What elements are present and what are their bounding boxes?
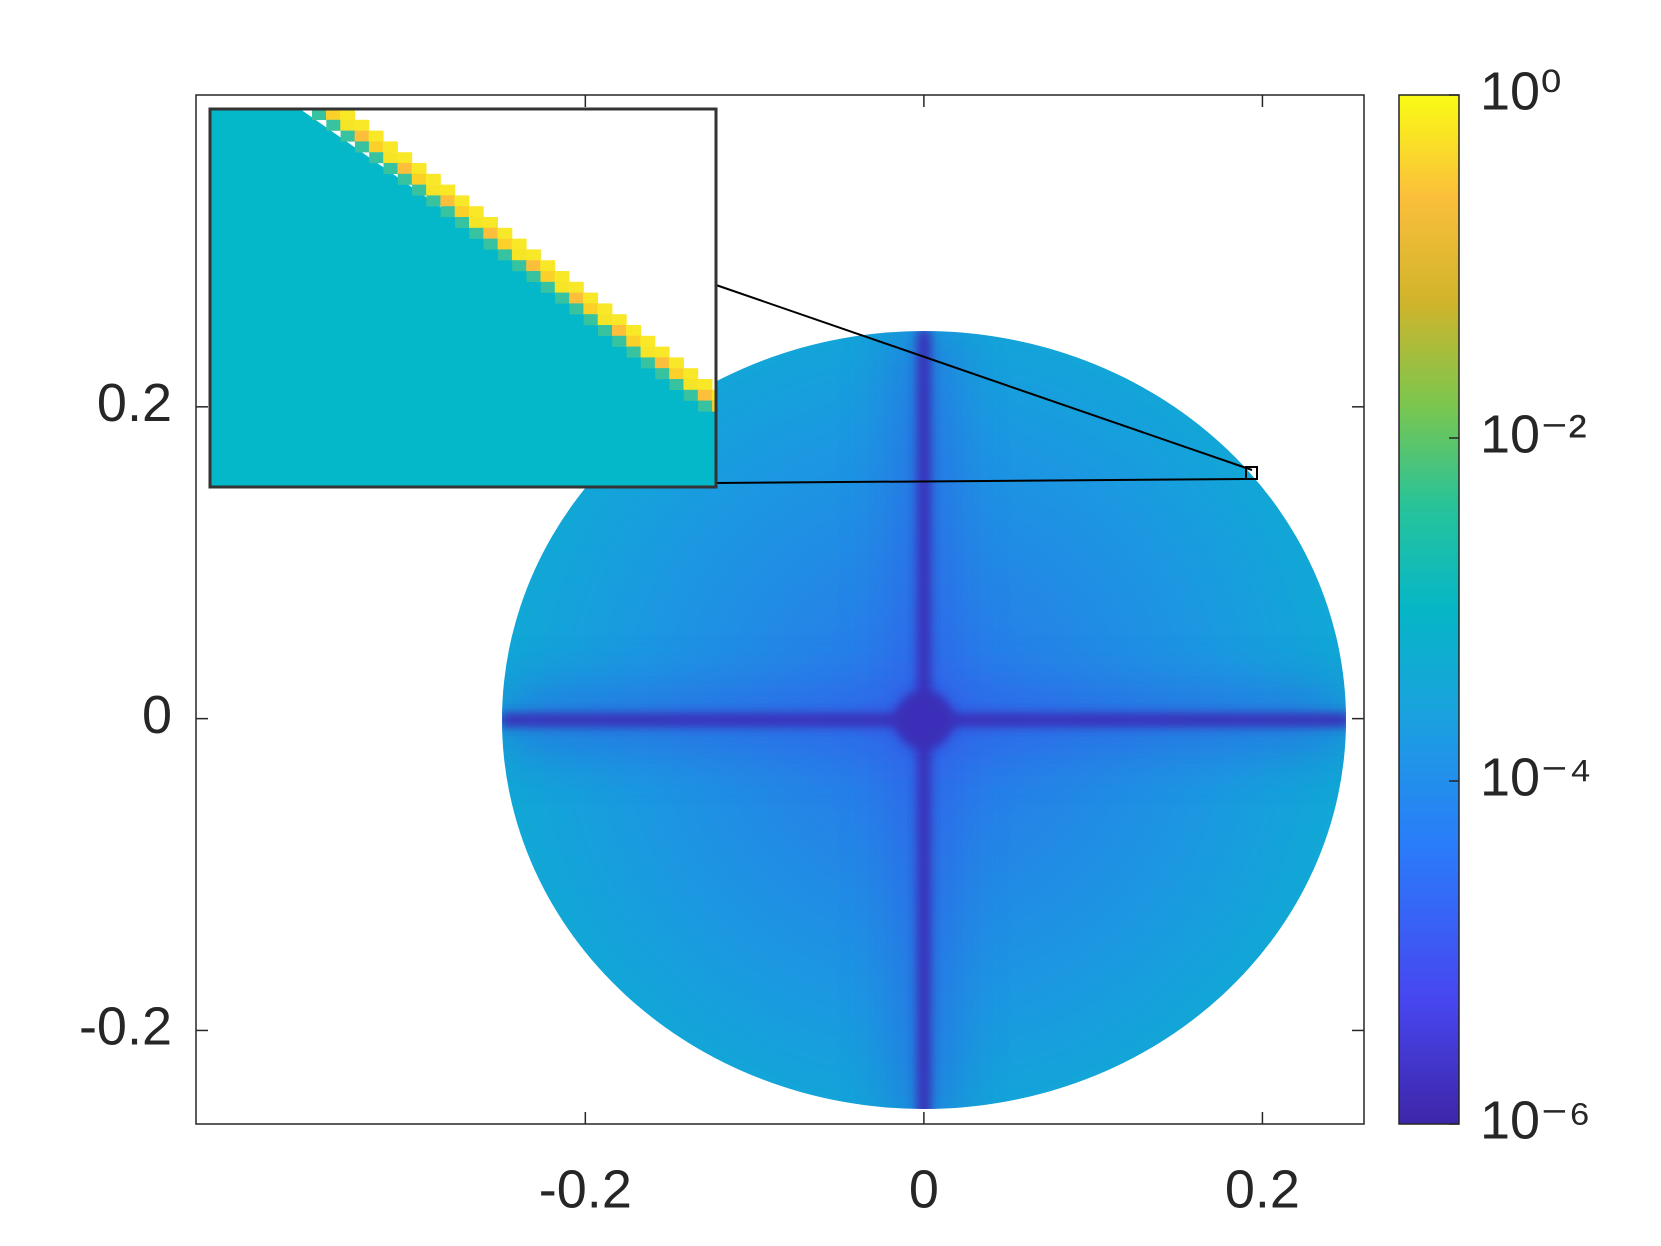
zoom-connector <box>715 284 1253 471</box>
x-tick-label: 0.2 <box>1225 1159 1300 1219</box>
y-tick-label: -0.2 <box>79 997 172 1057</box>
x-tick-label: 0 <box>909 1159 939 1219</box>
colorbar-tick-label: 10⁻² <box>1480 404 1587 464</box>
heatmap-field <box>502 331 1346 1109</box>
y-tick-label: 0.2 <box>97 373 172 433</box>
x-tick-label: -0.2 <box>539 1159 632 1219</box>
colorbar-tick-label: 10⁻⁴ <box>1480 747 1592 807</box>
colorbar <box>1398 94 1460 1125</box>
inset-frame <box>208 107 718 489</box>
zoom-box <box>1245 466 1258 480</box>
axes-box <box>195 94 1365 1125</box>
colorbar-tick-label: 10⁻⁶ <box>1480 1090 1591 1150</box>
zoom-inset <box>208 107 1258 489</box>
zoom-connector <box>715 478 1247 484</box>
y-tick-label: 0 <box>142 685 172 745</box>
colorbar-tick-label: 10⁰ <box>1480 61 1562 121</box>
